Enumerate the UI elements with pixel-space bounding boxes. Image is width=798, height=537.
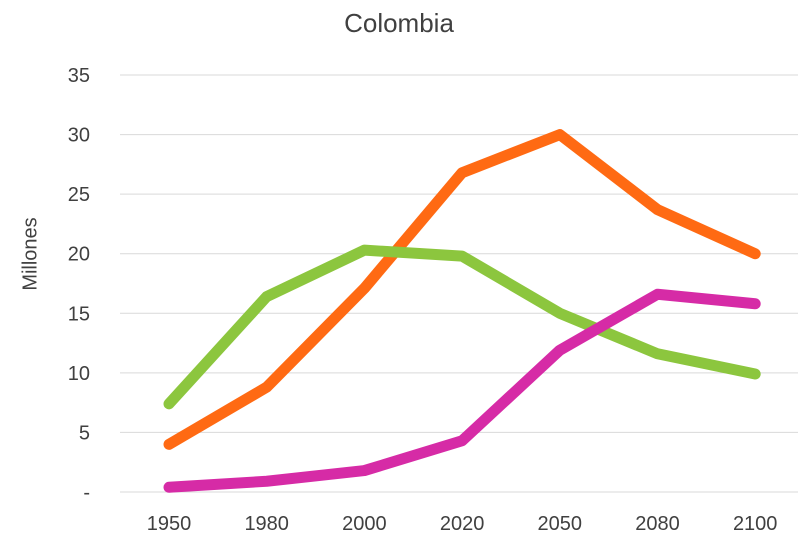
y-tick-label: 20 xyxy=(68,244,90,266)
y-tick-label: 30 xyxy=(68,125,90,147)
y-tick-label: 5 xyxy=(79,422,90,444)
x-tick-label: 2050 xyxy=(538,513,583,535)
x-tick-label: 2080 xyxy=(635,513,680,535)
y-tick-label: 35 xyxy=(68,65,90,87)
y-tick-label: 25 xyxy=(68,184,90,206)
x-tick-label: 2020 xyxy=(440,513,485,535)
series-line-3 xyxy=(163,288,761,493)
x-tick-label: 1950 xyxy=(147,513,192,535)
y-tick-label: 15 xyxy=(68,303,90,325)
series-line-2 xyxy=(163,244,761,410)
x-tick-label: 1980 xyxy=(244,513,289,535)
series-line-1 xyxy=(163,129,761,450)
y-tick-label: 10 xyxy=(68,363,90,385)
chart-title: Colombia xyxy=(344,8,454,38)
x-tick-label: 2000 xyxy=(342,513,387,535)
y-tick-label: - xyxy=(83,482,90,504)
x-tick-label: 2100 xyxy=(733,513,778,535)
